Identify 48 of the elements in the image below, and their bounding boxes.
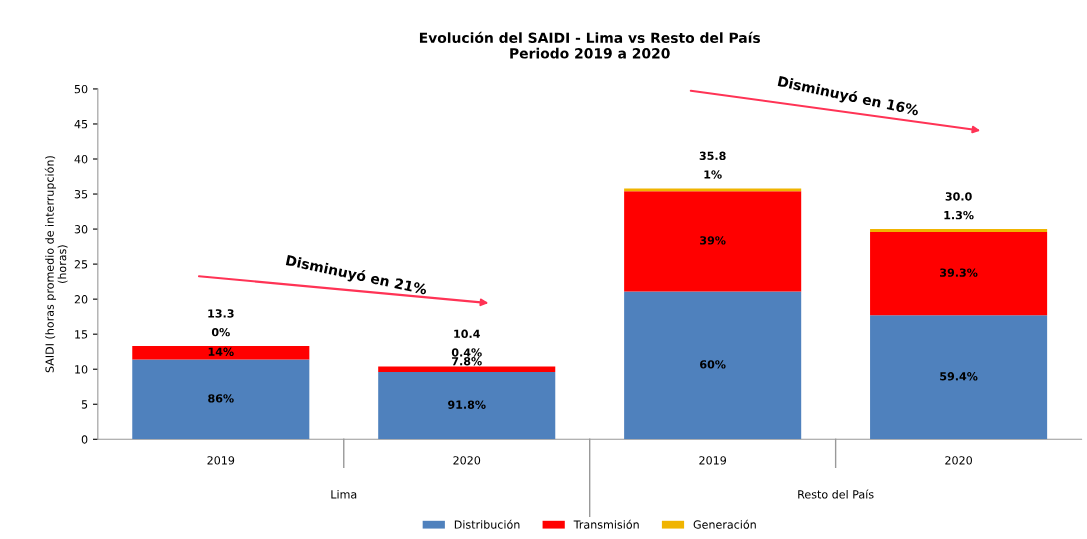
annotation: 60%: [700, 360, 726, 369]
y-tick-label: 5: [81, 400, 88, 409]
bar: [378, 372, 556, 440]
total-label: 10.4: [454, 329, 480, 338]
total-label: 35.8: [699, 151, 726, 161]
y-tick-label: 50: [74, 84, 88, 94]
legend-label: Distribución: [454, 519, 520, 529]
annotation: 1.3%: [944, 210, 974, 220]
bar: [870, 229, 1048, 232]
legend-label: Transmisión: [573, 519, 639, 529]
chart-title: Evolución del SAIDI - Lima vs Resto del País Periodo 2019 a 2020: [419, 31, 761, 59]
text: Lima: [331, 489, 357, 499]
x-tick-label: 2020: [945, 456, 972, 465]
y-tick-label: 40: [74, 154, 88, 164]
y-tick-label: 20: [74, 295, 88, 304]
y-tick-label: 0: [81, 435, 88, 444]
bar: [378, 366, 556, 373]
y-tick-label: 15: [75, 330, 88, 339]
y-tick-label: 30: [74, 225, 88, 234]
total-label: 30.0: [945, 192, 972, 201]
annotation: 0%: [211, 327, 230, 337]
annotation: 59.4%: [940, 372, 978, 381]
x-tick-label: 2019: [699, 456, 727, 465]
x-tick-label: 2020: [453, 456, 481, 465]
bar: [870, 231, 1048, 316]
bar: [132, 359, 310, 440]
annotation: 39.3%: [940, 268, 978, 277]
total-label: 13.3: [208, 309, 234, 318]
bar: [624, 291, 802, 440]
bar: [624, 188, 802, 192]
annotation: 1%: [704, 170, 722, 179]
y-tick-label: 35: [74, 190, 88, 199]
y-tick-label: 10: [75, 365, 88, 374]
y-tick-label: 45: [74, 120, 88, 129]
y-axis-title: SAIDI (horas promedio de interrupción) (horas): [44, 156, 68, 373]
bar: [870, 315, 1048, 440]
annotation: 39%: [700, 236, 726, 245]
annotation: 0.4%: [451, 348, 482, 357]
y-tick-label: 25: [74, 260, 88, 269]
annotation: 86%: [208, 394, 234, 403]
bar: [624, 191, 802, 292]
legend-label: Generación: [693, 519, 756, 529]
bar: [132, 346, 310, 360]
text: Resto del País: [798, 489, 874, 499]
annotation: 91.8%: [448, 400, 486, 409]
annotation: 14%: [208, 347, 234, 356]
x-tick-label: 2019: [207, 456, 235, 465]
annotation: 7.8%: [452, 357, 482, 366]
